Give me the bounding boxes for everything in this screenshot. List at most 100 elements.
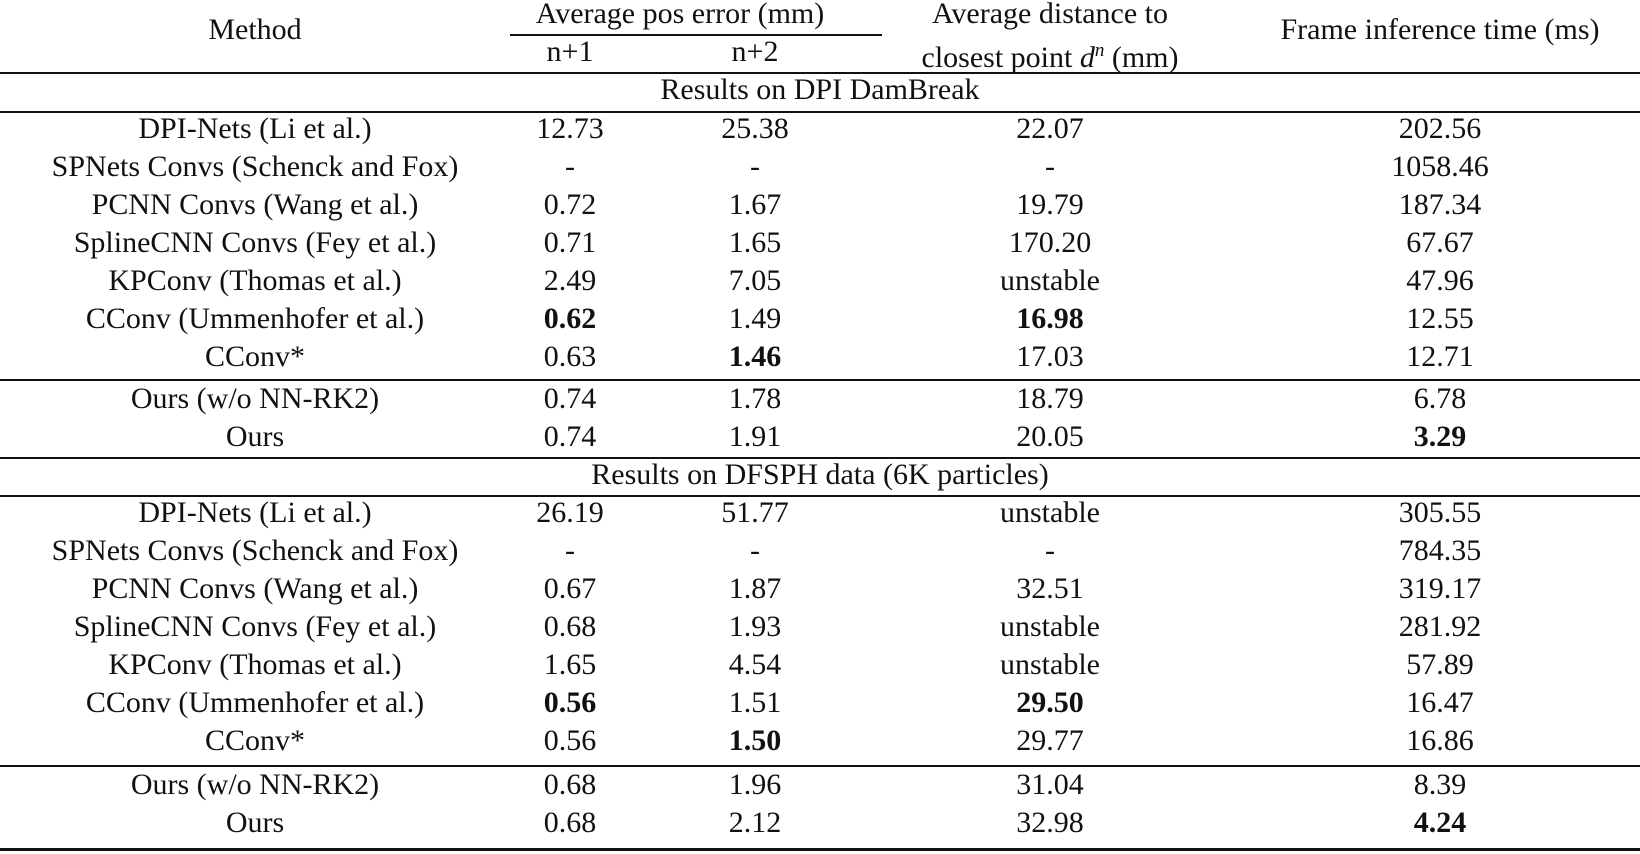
method-cell: PCNN Convs (Wang et al.): [91, 572, 419, 605]
method-cell: Ours: [225, 806, 285, 839]
method-cell: DPI-Nets (Li et al.): [138, 112, 372, 145]
dist-cell: unstable: [1000, 496, 1100, 529]
n2-cell: -: [750, 534, 760, 567]
time-cell: 319.17: [1398, 572, 1482, 605]
time-cell: 6.78: [1413, 382, 1467, 415]
method-cell: CConv (Ummenhofer et al.): [85, 686, 425, 719]
method-cell: Ours (w/o NN-RK2): [130, 768, 380, 801]
dist-cell: unstable: [1000, 264, 1100, 297]
bottom-rule: [0, 848, 1640, 851]
dist-cell: 170.20: [1008, 226, 1092, 259]
n2-cell: 1.51: [728, 686, 782, 719]
dist-cell: 29.77: [1016, 724, 1084, 757]
dist-cell: unstable: [1000, 610, 1100, 643]
n2-cell: 1.96: [728, 768, 782, 801]
n1-cell: 0.68: [543, 806, 597, 839]
n1-cell: 1.65: [543, 648, 597, 681]
n1-cell: 0.68: [543, 768, 597, 801]
section-rule: [0, 111, 1640, 113]
time-cell: 1058.46: [1391, 150, 1489, 183]
section-title-dambreak: Results on DPI DamBreak: [660, 73, 980, 106]
n1-cell: 0.68: [543, 610, 597, 643]
time-cell: 3.29: [1413, 420, 1467, 453]
n2-cell: 1.87: [728, 572, 782, 605]
group-rule: [0, 765, 1640, 767]
dist-cell: 32.98: [1016, 806, 1084, 839]
n2-cell: 1.46: [728, 340, 782, 373]
header-dist-post: (mm): [1104, 41, 1179, 74]
header-dist-line1: Average distance to: [931, 0, 1168, 30]
n1-cell: 0.74: [543, 382, 597, 415]
n1-cell: 0.72: [543, 188, 597, 221]
method-cell: DPI-Nets (Li et al.): [138, 496, 372, 529]
time-cell: 281.92: [1398, 610, 1482, 643]
time-cell: 305.55: [1398, 496, 1482, 529]
n1-cell: 0.74: [543, 420, 597, 453]
time-cell: 67.67: [1406, 226, 1474, 259]
group-rule: [0, 379, 1640, 381]
n2-cell: 25.38: [721, 112, 789, 145]
header-rule: [0, 72, 1640, 74]
section-rule: [0, 457, 1640, 459]
method-cell: SplineCNN Convs (Fey et al.): [73, 610, 437, 643]
n1-cell: -: [565, 150, 575, 183]
section-rule: [0, 495, 1640, 497]
n1-cell: 12.73: [536, 112, 604, 145]
n1-cell: 2.49: [543, 264, 597, 297]
method-cell: Ours (w/o NN-RK2): [130, 382, 380, 415]
dist-cell: 18.79: [1016, 382, 1084, 415]
time-cell: 12.71: [1406, 340, 1474, 373]
header-subrule: [510, 34, 882, 36]
n2-cell: 1.49: [728, 302, 782, 335]
dist-cell: 19.79: [1016, 188, 1084, 221]
time-cell: 57.89: [1406, 648, 1474, 681]
n1-cell: 0.56: [543, 724, 597, 757]
time-cell: 4.24: [1413, 806, 1467, 839]
section-title-dfsph: Results on DFSPH data (6K particles): [591, 458, 1049, 491]
time-cell: 16.47: [1406, 686, 1474, 719]
header-method: Method: [208, 13, 302, 46]
n2-cell: 51.77: [721, 496, 789, 529]
time-cell: 47.96: [1406, 264, 1474, 297]
dist-cell: 31.04: [1016, 768, 1084, 801]
n1-cell: 0.62: [543, 302, 597, 335]
method-cell: SplineCNN Convs (Fey et al.): [73, 226, 437, 259]
header-dist-pre: closest point: [921, 41, 1080, 74]
header-n1: n+1: [546, 35, 594, 68]
n2-cell: -: [750, 150, 760, 183]
method-cell: KPConv (Thomas et al.): [108, 648, 402, 681]
dist-cell: 17.03: [1016, 340, 1084, 373]
n2-cell: 1.50: [728, 724, 782, 757]
n1-cell: -: [565, 534, 575, 567]
method-cell: CConv (Ummenhofer et al.): [85, 302, 425, 335]
dist-cell: 29.50: [1016, 686, 1084, 719]
n1-cell: 0.56: [543, 686, 597, 719]
method-cell: PCNN Convs (Wang et al.): [91, 188, 419, 221]
time-cell: 12.55: [1406, 302, 1474, 335]
dist-cell: 16.98: [1016, 302, 1084, 335]
method-cell: CConv*: [204, 724, 306, 757]
method-cell: SPNets Convs (Schenck and Fox): [51, 534, 459, 567]
header-pos-error-group: Average pos error (mm): [535, 0, 825, 30]
n1-cell: 0.63: [543, 340, 597, 373]
method-cell: Ours: [225, 420, 285, 453]
time-cell: 187.34: [1398, 188, 1482, 221]
method-cell: SPNets Convs (Schenck and Fox): [51, 150, 459, 183]
time-cell: 16.86: [1406, 724, 1474, 757]
dist-cell: 20.05: [1016, 420, 1084, 453]
n2-cell: 1.65: [728, 226, 782, 259]
dist-cell: 22.07: [1016, 112, 1084, 145]
header-dist-line2: closest point dn (mm): [880, 33, 1220, 76]
n2-cell: 4.54: [728, 648, 782, 681]
n2-cell: 1.93: [728, 610, 782, 643]
n1-cell: 0.67: [543, 572, 597, 605]
n1-cell: 0.71: [543, 226, 597, 259]
dist-symbol-d: d: [1079, 41, 1095, 74]
n2-cell: 1.67: [728, 188, 782, 221]
header-time: Frame inference time (ms): [1280, 13, 1600, 46]
n2-cell: 2.12: [728, 806, 782, 839]
n2-cell: 1.78: [728, 382, 782, 415]
n2-cell: 1.91: [728, 420, 782, 453]
dist-symbol-n: n: [1094, 40, 1105, 61]
